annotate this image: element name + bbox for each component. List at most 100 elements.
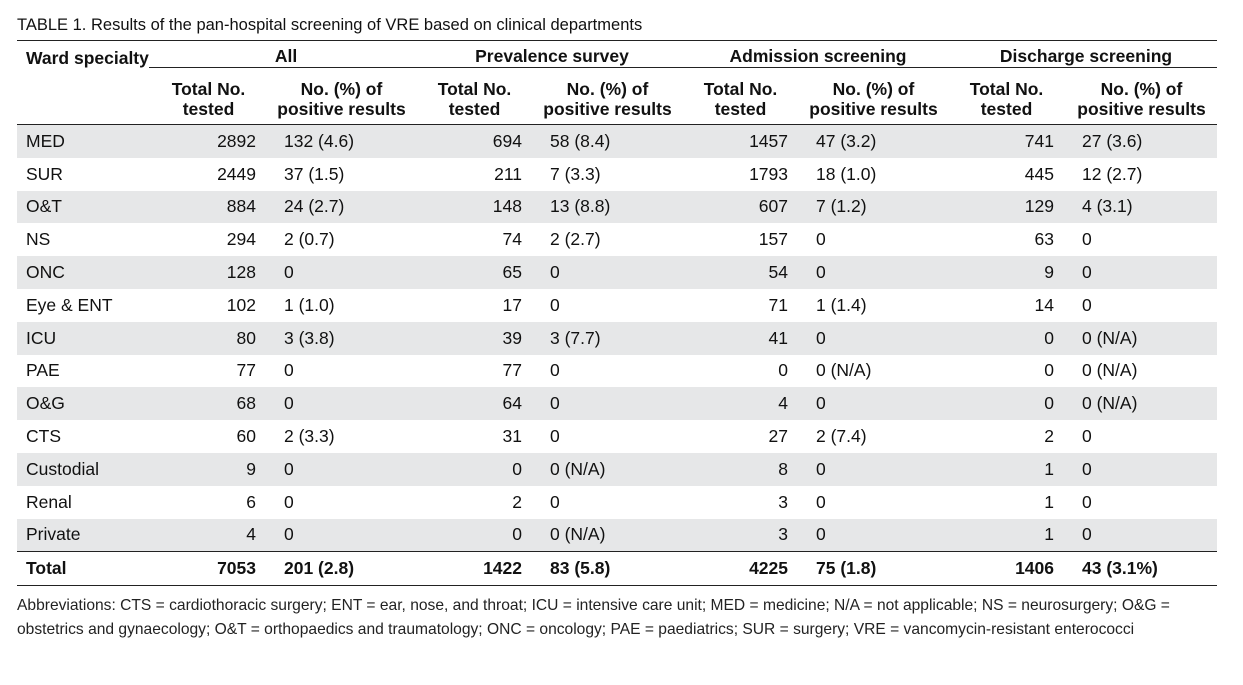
cell-value: 0	[947, 321, 1066, 355]
cell-value: 3	[778, 491, 788, 512]
cell-value: 0 (N/A)	[816, 360, 872, 381]
cell-value: 0 (N/A)	[534, 518, 681, 552]
cell-value: 7 (1.2)	[800, 190, 947, 224]
cell-value: 0 (N/A)	[1082, 360, 1138, 381]
cell-value: 0	[1082, 491, 1092, 512]
cell-value: 41	[681, 321, 800, 355]
ward-label: Eye & ENT	[26, 294, 113, 315]
cell-value: 0	[534, 256, 681, 289]
cell-value: 0	[800, 452, 947, 486]
cell-value: 148	[415, 190, 534, 224]
cell-value: 1422	[415, 551, 534, 586]
group-header-all: All	[149, 41, 415, 74]
cell-value: 63	[1034, 229, 1054, 250]
cell-value: 0	[550, 491, 560, 512]
cell-value: 0	[550, 294, 560, 315]
cell-value: 2 (0.7)	[284, 229, 335, 250]
cell-value: 43 (3.1%)	[1066, 551, 1217, 586]
cell-value: 12 (2.7)	[1082, 163, 1143, 184]
cell-value: 1	[947, 518, 1066, 552]
subheader-total-tested: Total No. tested	[437, 78, 512, 119]
cell-value: 27	[768, 426, 788, 447]
cell-value: 0	[1066, 518, 1217, 552]
cell-value: 0	[800, 387, 947, 421]
cell-value: 0	[284, 360, 294, 381]
cell-value: 75 (1.8)	[800, 551, 947, 586]
cell-value: 60	[236, 426, 256, 447]
cell-value: 77	[236, 360, 256, 381]
cell-value: 445	[1024, 163, 1054, 184]
table-row: ICU 80 3 (3.8) 39 3 (7.7) 41 0 0 0 (N/A)	[17, 321, 1217, 355]
table-row: O&G 68 0 64 0 4 0 0 0 (N/A)	[17, 387, 1217, 421]
subheader-positive-results: No. (%) of positive results	[1077, 78, 1206, 119]
cell-value: 18 (1.0)	[816, 163, 877, 184]
cell-value: 83 (5.8)	[534, 551, 681, 586]
ward-label: MED	[17, 124, 149, 158]
cell-value: 27 (3.6)	[1066, 124, 1217, 158]
cell-value: 0	[800, 256, 947, 289]
cell-value: 1 (1.4)	[816, 294, 867, 315]
cell-value: 0	[268, 256, 415, 289]
cell-value: 0	[778, 360, 788, 381]
cell-value: 4	[149, 518, 268, 552]
cell-value: 31	[502, 426, 522, 447]
subheader-positive-results: No. (%) of positive results	[543, 78, 672, 119]
cell-value: 0	[550, 426, 560, 447]
table-row: Private 4 0 0 0 (N/A) 3 0 1 0	[17, 518, 1217, 552]
subheader-total-tested: Total No. tested	[703, 78, 778, 119]
cell-value: 13 (8.8)	[534, 190, 681, 224]
cell-value: 0	[800, 321, 947, 355]
ward-label: O&T	[17, 190, 149, 224]
cell-value: 4225	[681, 551, 800, 586]
cell-value: 1	[1044, 491, 1054, 512]
table-row: MED 2892 132 (4.6) 694 58 (8.4) 1457 47 (3.2) 7…	[17, 124, 1217, 158]
table-row: CTS 60 2 (3.3) 31 0 27 2 (7.4) 2 0	[17, 420, 1217, 453]
table-row: Renal 6 0 2 0 3 0 1 0	[17, 486, 1217, 519]
ward-label: ONC	[17, 256, 149, 289]
ward-label: NS	[26, 229, 51, 250]
cell-value: 0	[268, 518, 415, 552]
cell-value: 0	[534, 387, 681, 421]
cell-value: 1793	[749, 163, 788, 184]
group-header-prevalence-survey: Prevalence survey	[415, 41, 681, 74]
ward-label: Renal	[26, 491, 72, 512]
cell-value: 0	[415, 452, 534, 486]
subheader-total-tested: Total No. tested	[171, 78, 246, 119]
results-table: Ward specialty All Prevalence survey Adm…	[17, 40, 1217, 586]
cell-value: 7053	[149, 551, 268, 586]
cell-value: 694	[415, 124, 534, 158]
total-row: Total 7053 201 (2.8) 1422 83 (5.8) 4225 …	[17, 551, 1217, 586]
ward-label: PAE	[26, 360, 60, 381]
cell-value: 47 (3.2)	[800, 124, 947, 158]
table-figure: TABLE 1. Results of the pan-hospital scr…	[17, 14, 1217, 641]
cell-value: 2 (2.7)	[550, 229, 601, 250]
cell-value: 14	[1034, 294, 1054, 315]
cell-value: 0	[268, 452, 415, 486]
cell-value: 8	[681, 452, 800, 486]
table-row: SUR 2449 37 (1.5) 211 7 (3.3) 1793 18 (1.0) 445…	[17, 158, 1217, 191]
cell-value: 2	[512, 491, 522, 512]
group-header-discharge-screening: Discharge screening	[947, 41, 1217, 74]
cell-value: 37 (1.5)	[284, 163, 345, 184]
cell-value: 607	[681, 190, 800, 224]
cell-value: 9	[947, 256, 1066, 289]
cell-value: 4	[681, 387, 800, 421]
cell-value: 7 (3.3)	[550, 163, 601, 184]
cell-value: 77	[502, 360, 522, 381]
cell-value: 64	[415, 387, 534, 421]
cell-value: 2 (7.4)	[816, 426, 867, 447]
cell-value: 3	[681, 518, 800, 552]
cell-value: 0	[800, 518, 947, 552]
ward-label: Private	[17, 518, 149, 552]
cell-value: 2 (3.3)	[284, 426, 335, 447]
cell-value: 0 (N/A)	[1066, 321, 1217, 355]
cell-value: 0 (N/A)	[534, 452, 681, 486]
cell-value: 211	[494, 163, 522, 184]
cell-value: 0	[1066, 256, 1217, 289]
cell-value: 71	[768, 294, 788, 315]
cell-value: 157	[758, 229, 788, 250]
table-caption: TABLE 1. Results of the pan-hospital scr…	[17, 16, 643, 34]
cell-value: 74	[502, 229, 522, 250]
ward-label: O&G	[17, 387, 149, 421]
abbreviations-footnote: Abbreviations: CTS = cardiothoracic surg…	[17, 597, 1170, 638]
